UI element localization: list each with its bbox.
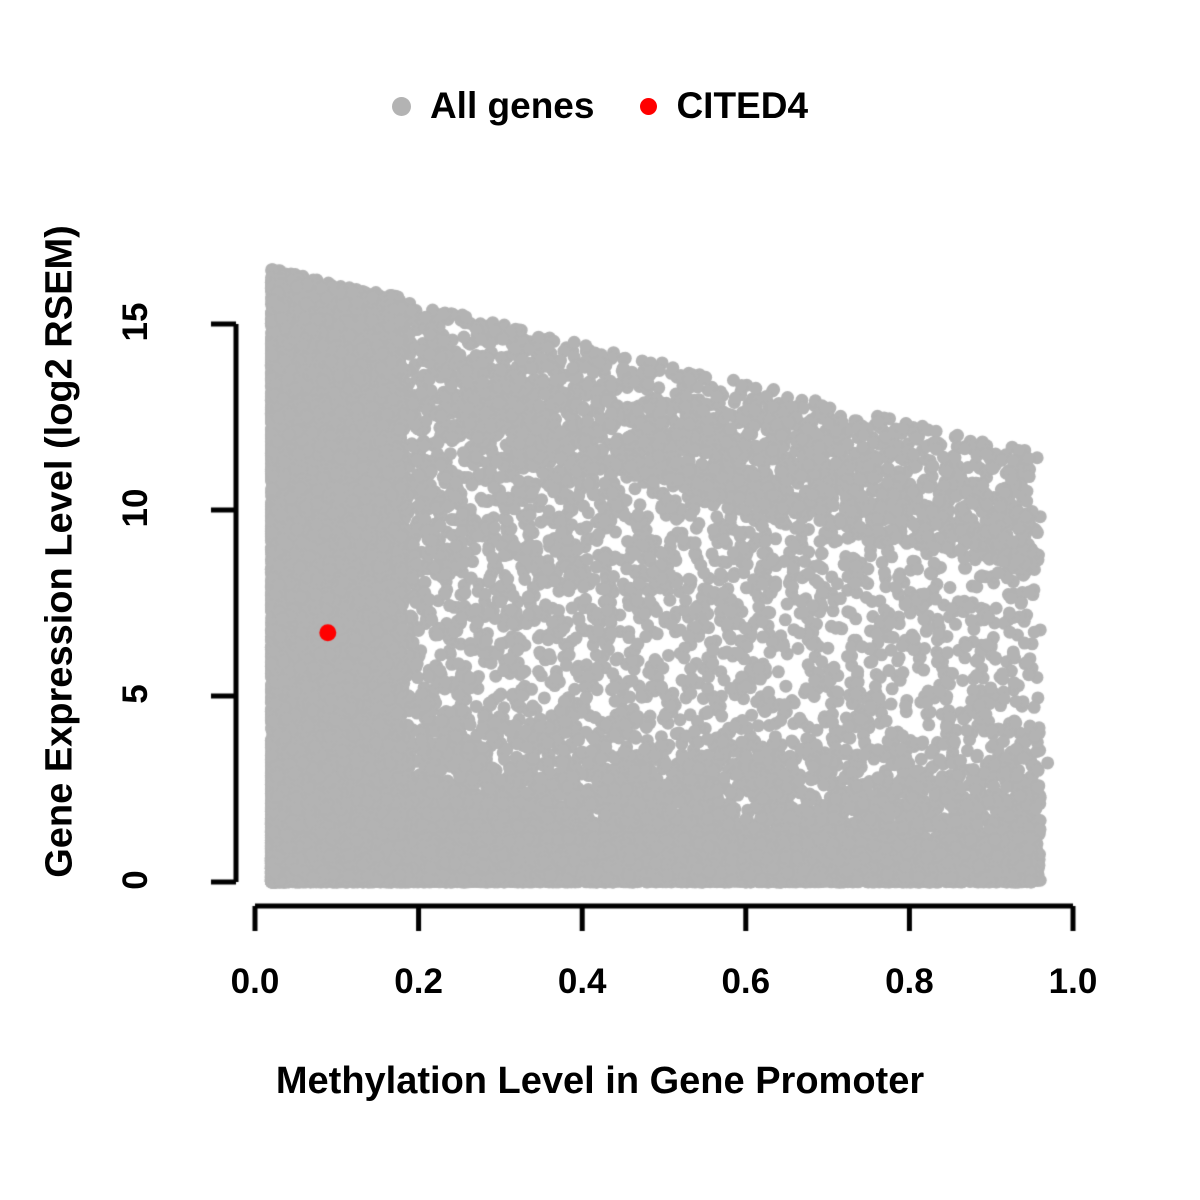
- x-tick-label-0: 0.0: [230, 962, 280, 1001]
- y-axis-title: Gene Expression Level (log2 RSEM): [38, 225, 81, 878]
- y-tick-label-1: 5: [116, 684, 155, 704]
- y-tick-label-0: 0: [116, 870, 155, 890]
- x-tick-label-4: 0.8: [885, 962, 934, 1001]
- x-tick-label-5: 1.0: [1048, 962, 1098, 1001]
- x-tick-label-2: 0.4: [557, 962, 607, 1001]
- x-axis-title: Methylation Level in Gene Promoter: [275, 1060, 925, 1102]
- x-tick-label-3: 0.6: [721, 962, 771, 1001]
- y-tick-label-2: 10: [116, 488, 155, 528]
- y-tick-label-3: 15: [116, 302, 155, 342]
- x-tick-label-1: 0.2: [394, 962, 443, 1001]
